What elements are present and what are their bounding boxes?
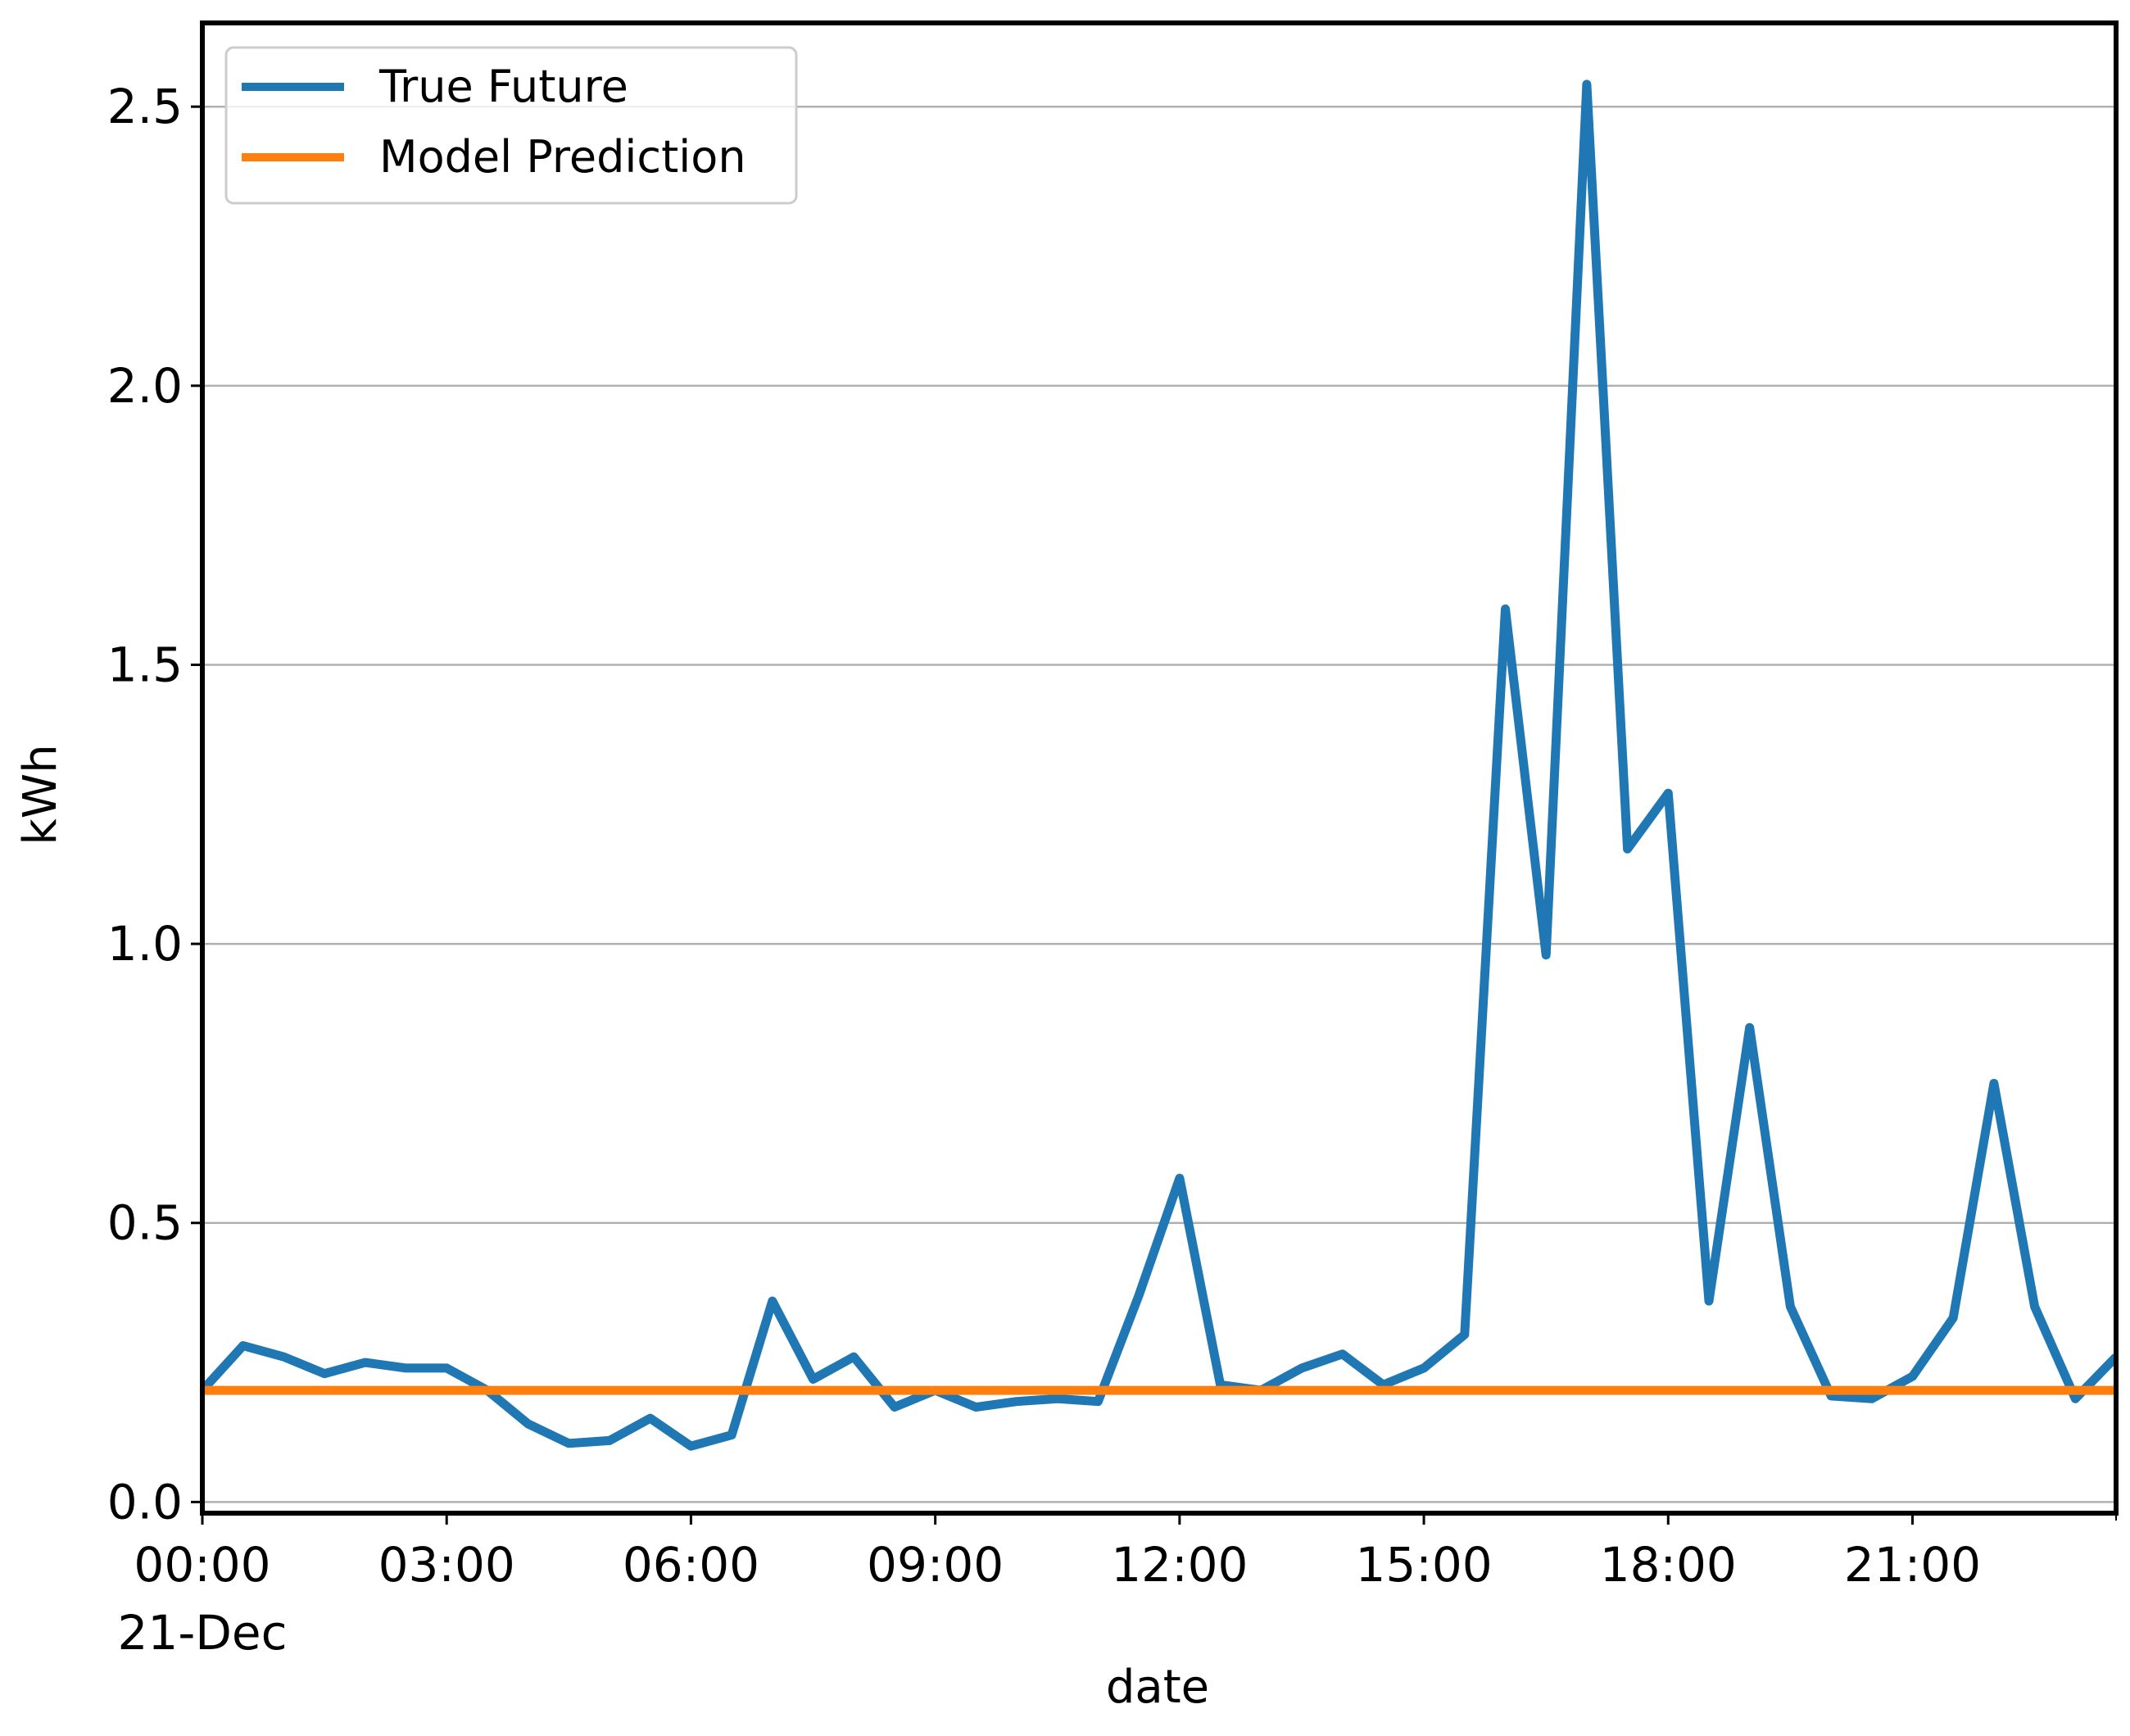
y-tick-label: 0.5	[107, 1195, 183, 1251]
legend-label-model-prediction: Model Prediction	[379, 131, 746, 183]
y-axis-ticks: 0.0 0.5 1.0 1.5 2.0 2.5	[107, 79, 202, 1530]
x-date-label: 21-Dec	[118, 1605, 288, 1661]
x-tick-label: 21:00	[1844, 1537, 1981, 1593]
series-line-true-future	[202, 79, 2116, 1451]
x-tick-label: 12:00	[1111, 1537, 1248, 1593]
y-axis-label: kWh	[14, 744, 67, 845]
series-layer	[202, 79, 2116, 1451]
plot-frame	[200, 20, 2119, 1516]
x-tick-label: 00:00	[134, 1537, 270, 1593]
x-tick-label: 03:00	[378, 1537, 515, 1593]
x-tick-label: 18:00	[1600, 1537, 1737, 1593]
legend-label-true-future: True Future	[378, 61, 628, 112]
y-tick-label: 1.0	[107, 916, 183, 972]
y-tick-label: 2.5	[107, 79, 183, 134]
legend-box	[224, 46, 798, 205]
x-tick-label: 15:00	[1355, 1537, 1492, 1593]
x-axis-ticks: 00:00 03:00 06:00 09:00 12:00 15:00 18:00 21:00…	[118, 1513, 2117, 1661]
x-tick-label: 09:00	[867, 1537, 1004, 1593]
legend: True Future Model Prediction	[224, 46, 798, 205]
x-tick-label: 06:00	[623, 1537, 759, 1593]
x-axis-label: date	[1106, 1661, 1209, 1714]
y-tick-label: 0.0	[107, 1474, 183, 1530]
y-gridlines	[202, 105, 2116, 1503]
y-tick-label: 2.0	[107, 358, 183, 414]
y-tick-label: 1.5	[107, 637, 183, 692]
